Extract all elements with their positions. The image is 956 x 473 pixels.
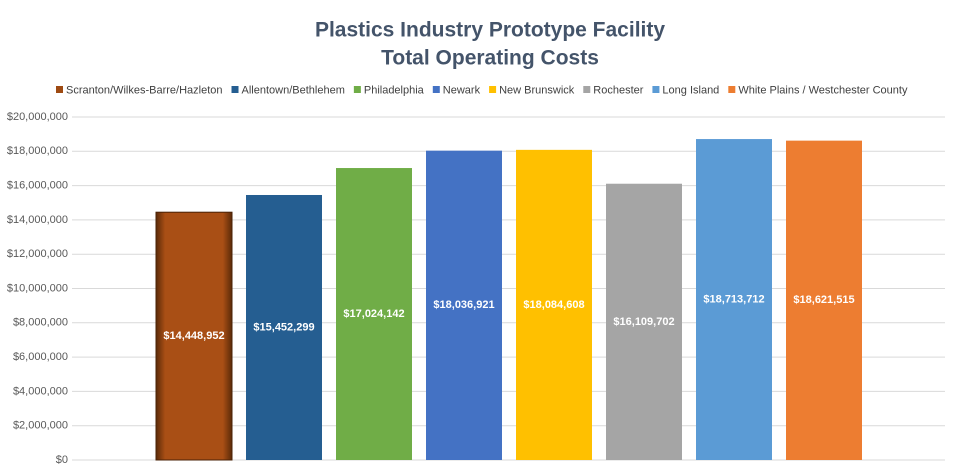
y-tick-label: $6,000,000 <box>13 351 68 363</box>
value-label: $15,452,299 <box>253 321 314 333</box>
y-tick-label: $10,000,000 <box>7 282 68 294</box>
y-tick-label: $14,000,000 <box>7 214 68 226</box>
legend-label: Scranton/Wilkes-Barre/Hazleton <box>66 84 223 96</box>
legend-swatch <box>353 86 361 93</box>
y-tick-label: $20,000,000 <box>7 111 68 123</box>
bar <box>516 149 592 460</box>
bar <box>426 150 502 460</box>
y-tick-label: $16,000,000 <box>7 180 68 192</box>
value-label: $18,713,712 <box>703 293 764 305</box>
legend-swatch <box>583 86 591 93</box>
chart-title: Plastics Industry Prototype Facility <box>315 19 665 42</box>
y-tick-label: $18,000,000 <box>7 145 68 157</box>
legend-label: Allentown/Bethlehem <box>242 84 345 96</box>
value-label: $14,448,952 <box>163 330 224 342</box>
legend-swatch <box>56 86 63 93</box>
value-label: $17,024,142 <box>343 308 404 320</box>
legend-swatch <box>652 86 660 93</box>
legend-label: Rochester <box>593 84 643 96</box>
bar <box>246 194 322 460</box>
value-label: $18,084,608 <box>523 299 584 311</box>
legend-swatch <box>489 86 497 93</box>
legend-label: White Plains / Westchester County <box>738 84 908 96</box>
bar <box>786 140 862 460</box>
bar <box>696 139 772 460</box>
legend-swatch <box>728 86 736 93</box>
value-label: $18,036,921 <box>433 299 494 311</box>
legend-swatch <box>432 86 440 93</box>
y-tick-label: $12,000,000 <box>7 248 68 260</box>
legend-label: Long Island <box>662 84 719 96</box>
y-tick-label: $0 <box>56 454 68 466</box>
bar <box>155 211 233 461</box>
legend-swatch <box>231 86 239 93</box>
y-tick-label: $2,000,000 <box>13 420 68 432</box>
legend-label: New Brunswick <box>499 84 575 96</box>
legend-label: Philadelphia <box>364 84 425 96</box>
bar <box>336 168 412 461</box>
value-label: $16,109,702 <box>613 316 674 328</box>
y-tick-label: $4,000,000 <box>13 385 68 397</box>
value-label: $18,621,515 <box>793 294 854 306</box>
y-tick-label: $8,000,000 <box>13 317 68 329</box>
chart-subtitle: Total Operating Costs <box>381 47 599 70</box>
legend-label: Newark <box>443 84 481 96</box>
bar <box>606 183 682 460</box>
